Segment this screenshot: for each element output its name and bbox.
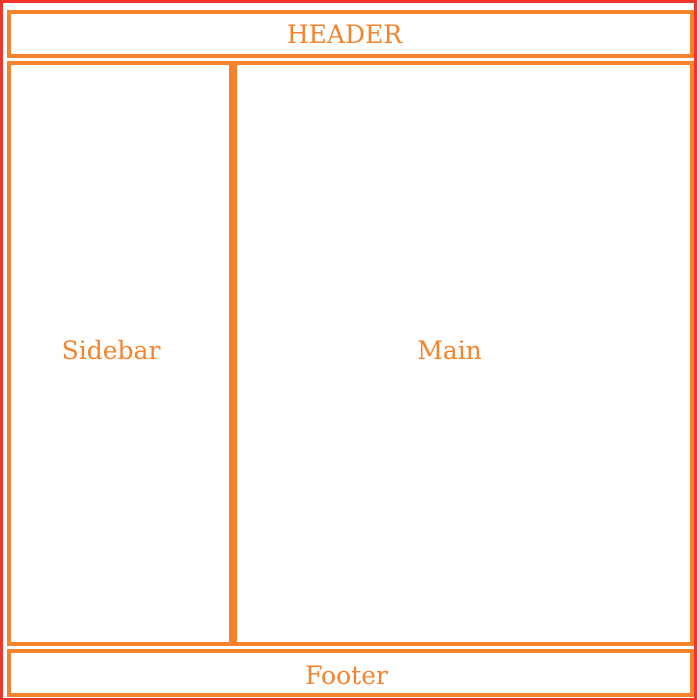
sidebar-region: Sidebar bbox=[7, 61, 233, 646]
footer-label: Footer bbox=[305, 660, 388, 690]
footer-region: Footer bbox=[7, 649, 694, 697]
main-label: Main bbox=[417, 336, 482, 365]
main-region: Main bbox=[233, 61, 694, 646]
sidebar-label: Sidebar bbox=[61, 336, 161, 365]
header-label: HEADER bbox=[286, 19, 403, 49]
header-region: HEADER bbox=[7, 10, 694, 58]
